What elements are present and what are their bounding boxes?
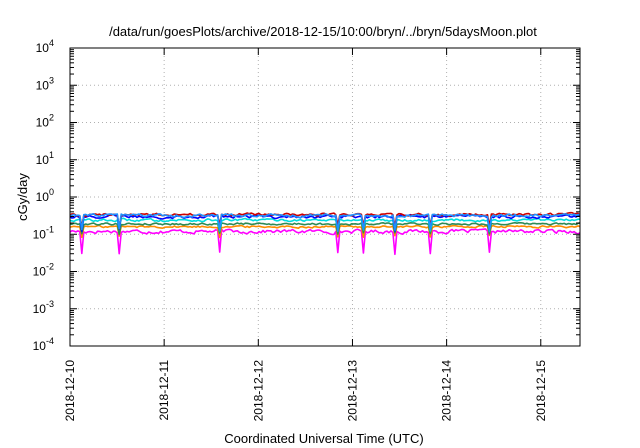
x-tick-label: 2018-12-13 — [345, 360, 359, 422]
series-line — [69, 228, 581, 256]
x-axis: 2018-12-10 2018-12-11 2018-12-12 2018-12-13… — [63, 48, 548, 421]
x-tick-label: 2018-12-11 — [157, 360, 171, 421]
y-axis-label: cGy/day — [15, 173, 30, 221]
x-axis-label: Coordinated Universal Time (UTC) — [224, 431, 423, 446]
y-tick-label: 10-1 — [33, 224, 54, 241]
x-tick-label: 2018-12-12 — [251, 360, 265, 422]
series-line — [69, 224, 581, 239]
x-tick-label: 2018-12-15 — [534, 360, 548, 422]
series-line — [69, 213, 581, 232]
chart-title: /data/run/goesPlots/archive/2018-12-15/1… — [109, 24, 537, 39]
x-tick-label: 2018-12-14 — [440, 360, 454, 422]
y-tick-label: 100 — [36, 187, 54, 204]
y-tick-label: 101 — [36, 150, 54, 167]
series-line — [69, 217, 580, 232]
series-line — [69, 221, 581, 236]
y-tick-label: 104 — [36, 38, 54, 55]
x-tick-label: 2018-12-10 — [63, 360, 77, 422]
y-tick-label: 102 — [36, 113, 54, 130]
y-tick-label: 10-4 — [33, 336, 54, 353]
y-tick-label: 10-3 — [33, 299, 54, 316]
series-group — [69, 211, 581, 256]
grid — [70, 48, 580, 346]
y-tick-label: 10-2 — [33, 262, 54, 279]
series-line — [69, 213, 581, 233]
y-tick-label: 103 — [36, 75, 54, 92]
y-axis: 10-4 10-3 10-2 10-1 100 101 102 103 104 — [33, 38, 580, 353]
